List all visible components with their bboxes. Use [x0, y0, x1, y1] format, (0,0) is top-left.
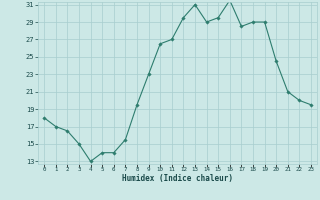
X-axis label: Humidex (Indice chaleur): Humidex (Indice chaleur): [122, 174, 233, 183]
